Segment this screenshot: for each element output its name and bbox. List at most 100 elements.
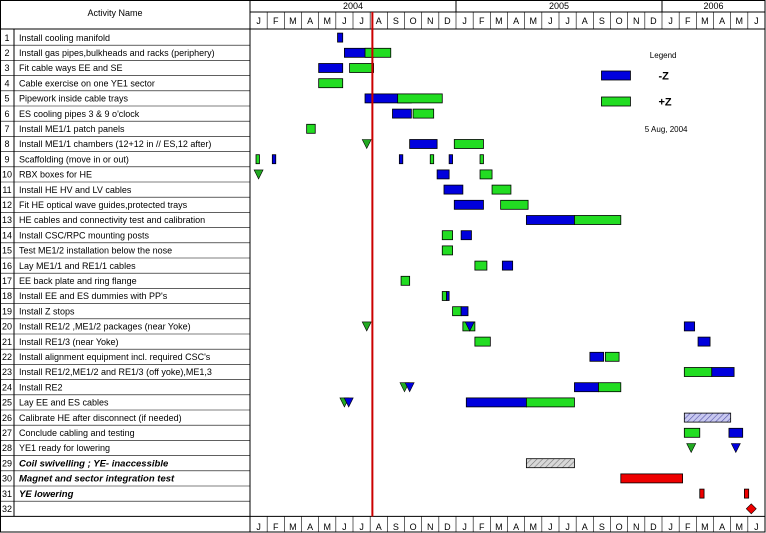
activity-label: Install RE1/3 (near Yoke) [19, 337, 119, 347]
gantt-bar-green [453, 139, 484, 149]
row-number: 32 [2, 504, 12, 514]
month-label-bottom: S [393, 522, 399, 532]
activity-label: Fit HE optical wave guides,protected tra… [19, 200, 188, 210]
activity-label: Lay ME1/1 and RE1/1 cables [19, 261, 136, 271]
month-label-bottom: F [479, 522, 485, 532]
month-label-bottom: J [342, 522, 347, 532]
milestone-triangle-green [686, 443, 697, 454]
legend-title: Legend [650, 51, 677, 60]
activity-label: Install RE1/2 ,ME1/2 packages (near Yoke… [19, 322, 191, 332]
milestone-triangle-blue [730, 443, 741, 454]
activity-label: ES cooling pipes 3 & 9 o'clock [19, 109, 140, 119]
month-label-bottom: M [736, 522, 744, 532]
activity-label: Magnet and sector integration test [19, 474, 175, 485]
row-number: 2 [4, 48, 9, 58]
month-label-top: J [342, 16, 347, 26]
activity-label: Test ME1/2 installation below the nose [19, 246, 172, 256]
month-label-top: O [410, 16, 417, 26]
month-label-top: A [376, 16, 382, 26]
row-number: 21 [2, 337, 12, 347]
gantt-bar-blue [436, 169, 450, 180]
row-number: 3 [4, 63, 9, 73]
legend-box [586, 38, 760, 138]
month-label-top: M [324, 16, 332, 26]
month-label-top: S [599, 16, 605, 26]
gantt-bar-green [525, 397, 575, 408]
gantt-bar-green [474, 336, 491, 347]
year-label: 2006 [703, 1, 723, 11]
month-label-bottom: A [307, 522, 313, 532]
row-number: 15 [2, 246, 12, 256]
gantt-bar-green [397, 93, 443, 104]
month-label-top: A [307, 16, 313, 26]
activity-label: Cable exercise on one YE1 sector [19, 78, 155, 88]
legend-swatch [601, 70, 631, 81]
gantt-bar-blue [398, 154, 404, 165]
gantt-bar-green [318, 78, 344, 89]
gantt-bar-green [604, 351, 620, 362]
month-label-top: D [650, 16, 657, 26]
activity-label: Install RE1/2,ME1/2 and RE1/3 (off yoke)… [19, 367, 212, 377]
month-label-top: A [513, 16, 519, 26]
activity-label: Install CSC/RPC mounting posts [19, 230, 150, 240]
month-label-bottom: F [685, 522, 691, 532]
gantt-bar-green [683, 367, 713, 377]
month-label-top: F [685, 16, 691, 26]
activity-label: Scaffolding (move in or out) [19, 154, 129, 164]
activity-label: Lay EE and ES cables [19, 398, 109, 408]
gantt-bar-green [479, 154, 484, 165]
legend-swatch [601, 96, 631, 107]
milestone-triangle-blue [343, 397, 354, 408]
gantt-bar-blue [589, 351, 605, 362]
gantt-bar-blue [337, 32, 344, 43]
month-label-bottom: F [273, 522, 279, 532]
gantt-bar-blue [443, 184, 464, 195]
month-label-top: J [548, 16, 553, 26]
month-label-bottom: A [513, 522, 519, 532]
month-label-top: A [719, 16, 725, 26]
row-number: 14 [2, 230, 12, 240]
gantt-bar-blue [525, 215, 575, 225]
gantt-bar-blue [409, 139, 438, 149]
activity-label: Install RE2 [19, 382, 63, 392]
month-label-top: S [393, 16, 399, 26]
row-number: 11 [2, 185, 11, 195]
row-number: 1 [4, 33, 9, 43]
row-number: 12 [2, 200, 12, 210]
month-label-top: J [754, 16, 759, 26]
month-label-bottom: M [495, 522, 503, 532]
month-label-top: J [256, 16, 261, 26]
month-label-bottom: J [754, 522, 759, 532]
gantt-bar-blue [711, 367, 735, 377]
activity-label: YE lowering [19, 489, 74, 500]
gantt-bar-green [429, 154, 435, 165]
milestone-triangle-blue [464, 321, 475, 332]
gantt-bar-red [699, 488, 705, 499]
month-label-bottom: J [565, 522, 570, 532]
row-number: 31 [2, 489, 12, 499]
activity-label: Install cooling manifold [19, 33, 110, 43]
gantt-bar-blue [501, 260, 514, 271]
activity-label: HE cables and connectivity test and cali… [19, 215, 205, 225]
row-number: 19 [2, 306, 12, 316]
row-number: 5 [4, 94, 9, 104]
month-label-bottom: N [633, 522, 640, 532]
legend: Legend -Z +Z 5 Aug, 2004 [586, 38, 760, 138]
gantt-bar-green [364, 47, 392, 58]
month-label-top: M [530, 16, 538, 26]
row-number: 7 [4, 124, 9, 134]
gantt-bar-hatched [683, 412, 732, 423]
gantt-bar-green [400, 275, 411, 286]
milestone-diamond [745, 503, 757, 515]
legend-date: 5 Aug, 2004 [645, 125, 688, 134]
month-label-bottom: J [256, 522, 261, 532]
gantt-bar-green [452, 306, 462, 317]
gantt-bar-blue [392, 108, 412, 119]
year-label: 2005 [549, 1, 569, 11]
gantt-bar-green [598, 382, 622, 393]
activity-label: Coil swivelling ; YE- inaccessible [19, 458, 169, 469]
row-number: 25 [2, 398, 12, 408]
milestone-triangle-blue [404, 382, 415, 393]
gantt-bar-red [620, 473, 683, 484]
